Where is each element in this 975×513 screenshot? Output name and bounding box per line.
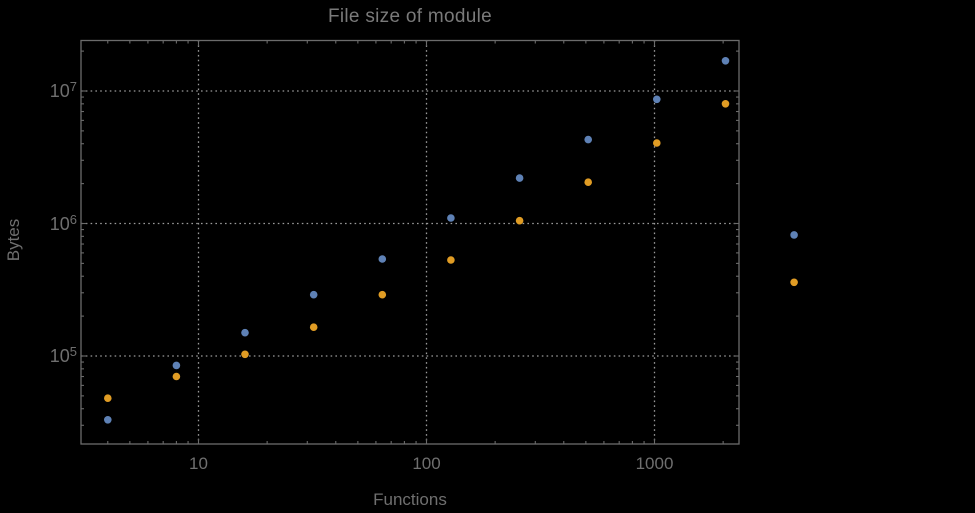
- data-point-blue: [104, 416, 112, 424]
- y-tick-label-10e5: 105: [49, 344, 77, 366]
- data-point-orange: [721, 100, 730, 108]
- x-axis-label: Functions: [373, 490, 447, 509]
- x-tick-label-1000: 1000: [635, 454, 674, 473]
- data-point-blue: [447, 214, 455, 222]
- data-point-orange: [172, 372, 181, 381]
- chart-title: File size of module: [327, 6, 493, 27]
- data-point-blue: [378, 255, 387, 263]
- data-point-blue: [515, 174, 524, 182]
- data-point-orange: [309, 323, 318, 332]
- data-point-orange: [378, 290, 387, 299]
- data-point-blue: [309, 290, 318, 299]
- data-point-orange: [790, 278, 798, 287]
- data-point-blue: [584, 135, 592, 144]
- data-point-orange: [584, 178, 592, 186]
- plot-frame: [80, 39, 740, 445]
- data-point-blue: [790, 231, 798, 239]
- data-point-orange: [241, 350, 249, 359]
- data-point-orange: [653, 139, 661, 147]
- y-tick-label-10e6: 106: [49, 211, 77, 234]
- x-tick-label-10: 10: [189, 454, 208, 473]
- data-point-blue: [721, 57, 730, 65]
- data-point-blue: [172, 361, 181, 370]
- data-point-orange: [515, 216, 524, 225]
- data-point-orange: [447, 256, 455, 264]
- data-point-blue: [653, 95, 661, 104]
- data-point-orange: [104, 394, 112, 403]
- data-point-blue: [241, 328, 249, 337]
- x-tick-label-100: 100: [412, 454, 441, 473]
- y-tick-label-10e7: 107: [49, 79, 77, 101]
